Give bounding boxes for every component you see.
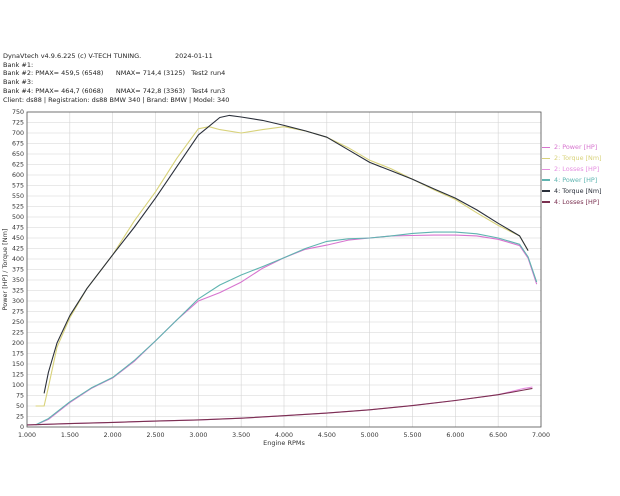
x-tick-label: 2.000 [104, 432, 122, 439]
y-tick-label: 150 [12, 361, 24, 368]
y-tick-label: 275 [12, 309, 24, 316]
legend-label: 4: Power [HP] [554, 175, 598, 184]
series-line-4 [35, 231, 538, 426]
x-tick-label: 7.000 [532, 432, 550, 439]
y-tick-label: 25 [16, 414, 24, 421]
y-tick-label: 300 [12, 298, 24, 305]
y-tick-label: 75 [16, 393, 24, 400]
x-tick-label: 5.500 [403, 432, 421, 439]
y-tick-label: 725 [12, 120, 24, 127]
x-axis-ticks: 1.000 1.500 2.000 2.500 3.000 3.500 4.000 4.500… [18, 432, 550, 439]
y-tick-label: 500 [12, 214, 24, 221]
x-tick-label: 5.000 [361, 432, 379, 439]
legend-item: 4: Torque [Nm] [542, 186, 602, 197]
legend-swatch [542, 157, 550, 160]
legend-label: 2: Losses [HP] [554, 164, 600, 173]
x-tick-label: 2.500 [146, 432, 164, 439]
y-tick-label: 575 [12, 183, 24, 190]
legend-label: 2: Torque [Nm] [554, 153, 602, 162]
y-tick-label: 450 [12, 235, 24, 242]
legend-item: 2: Losses [HP] [542, 164, 602, 175]
bank-3-line: Bank #3: [3, 78, 34, 87]
x-tick-label: 6.500 [489, 432, 507, 439]
legend-item: 2: Power [HP] [542, 142, 602, 153]
y-tick-label: 400 [12, 256, 24, 263]
y-tick-label: 600 [12, 172, 24, 179]
x-tick-label: 4.000 [275, 432, 293, 439]
x-tick-label: 1.000 [18, 432, 36, 439]
legend-item: 4: Power [HP] [542, 175, 602, 186]
chart-grid [26, 111, 542, 428]
y-tick-label: 100 [12, 382, 24, 389]
y-tick-label: 475 [12, 225, 24, 232]
chart-legend: 2: Power [HP] 2: Torque [Nm] 2: Losses [HP… [542, 142, 602, 207]
chart-series [26, 114, 538, 426]
series-line-6 [26, 387, 533, 426]
bank-1-line: Bank #1: [3, 60, 34, 69]
legend-swatch [542, 201, 550, 203]
series-line-2 [35, 126, 529, 407]
x-tick-label: 6.000 [446, 432, 464, 439]
legend-swatch [542, 146, 550, 149]
legend-label: 4: Torque [Nm] [554, 186, 602, 195]
x-tick-label: 3.000 [189, 432, 207, 439]
y-tick-label: 625 [12, 162, 24, 169]
y-tick-label: 225 [12, 330, 24, 337]
y-tick-label: 375 [12, 267, 24, 274]
legend-swatch [542, 179, 550, 181]
test-date: 2024-01-11 [175, 52, 213, 60]
y-axis-ticks: 0 25 50 75 100 125 150 175 200 225 250 275 300 325 350… [12, 109, 24, 431]
plot-frame [26, 111, 542, 428]
legend-label: 2: Power [HP] [554, 143, 598, 151]
legend-item: 2: Torque [Nm] [542, 153, 602, 164]
y-tick-label: 50 [16, 403, 24, 410]
x-tick-label: 4.500 [318, 432, 336, 439]
y-tick-label: 425 [12, 246, 24, 253]
y-tick-label: 750 [12, 109, 24, 116]
y-tick-label: 200 [12, 340, 24, 347]
bank-4-line: Bank #4: PMAX= 464,7 (6068) NMAX= 742,8 … [3, 86, 226, 95]
y-tick-label: 0 [20, 424, 24, 431]
y-tick-label: 525 [12, 204, 24, 211]
y-tick-label: 350 [12, 277, 24, 284]
x-tick-label: 1.500 [61, 432, 79, 439]
y-tick-label: 675 [12, 141, 24, 148]
x-tick-label: 3.500 [232, 432, 250, 439]
series-line-5 [43, 114, 529, 394]
y-tick-label: 125 [12, 372, 24, 379]
test-info-header: DynaVtech v4.9.6.225 (c) V-TECH TUNING. … [3, 52, 229, 104]
y-tick-label: 650 [12, 151, 24, 158]
series-line-1 [35, 234, 538, 426]
legend-label: 4: Losses [HP] [554, 197, 600, 206]
y-tick-label: 700 [12, 130, 24, 137]
legend-swatch [542, 168, 550, 171]
y-tick-label: 250 [12, 319, 24, 326]
app-info-line: DynaVtech v4.9.6.225 (c) V-TECH TUNING. [3, 52, 142, 60]
client-info-line: Client: ds88 | Registration: ds88 BMW 34… [3, 95, 230, 104]
y-tick-label: 325 [12, 288, 24, 295]
x-axis-label: Engine RPMs [263, 439, 305, 447]
y-tick-label: 550 [12, 193, 24, 200]
legend-item: 4: Losses [HP] [542, 197, 602, 208]
legend-swatch [542, 190, 550, 192]
bank-2-line: Bank #2: PMAX= 459,5 (6548) NMAX= 714,4 … [3, 69, 226, 78]
y-axis-label: Power [HP] / Torque [Nm] [1, 229, 9, 311]
y-tick-label: 175 [12, 351, 24, 358]
